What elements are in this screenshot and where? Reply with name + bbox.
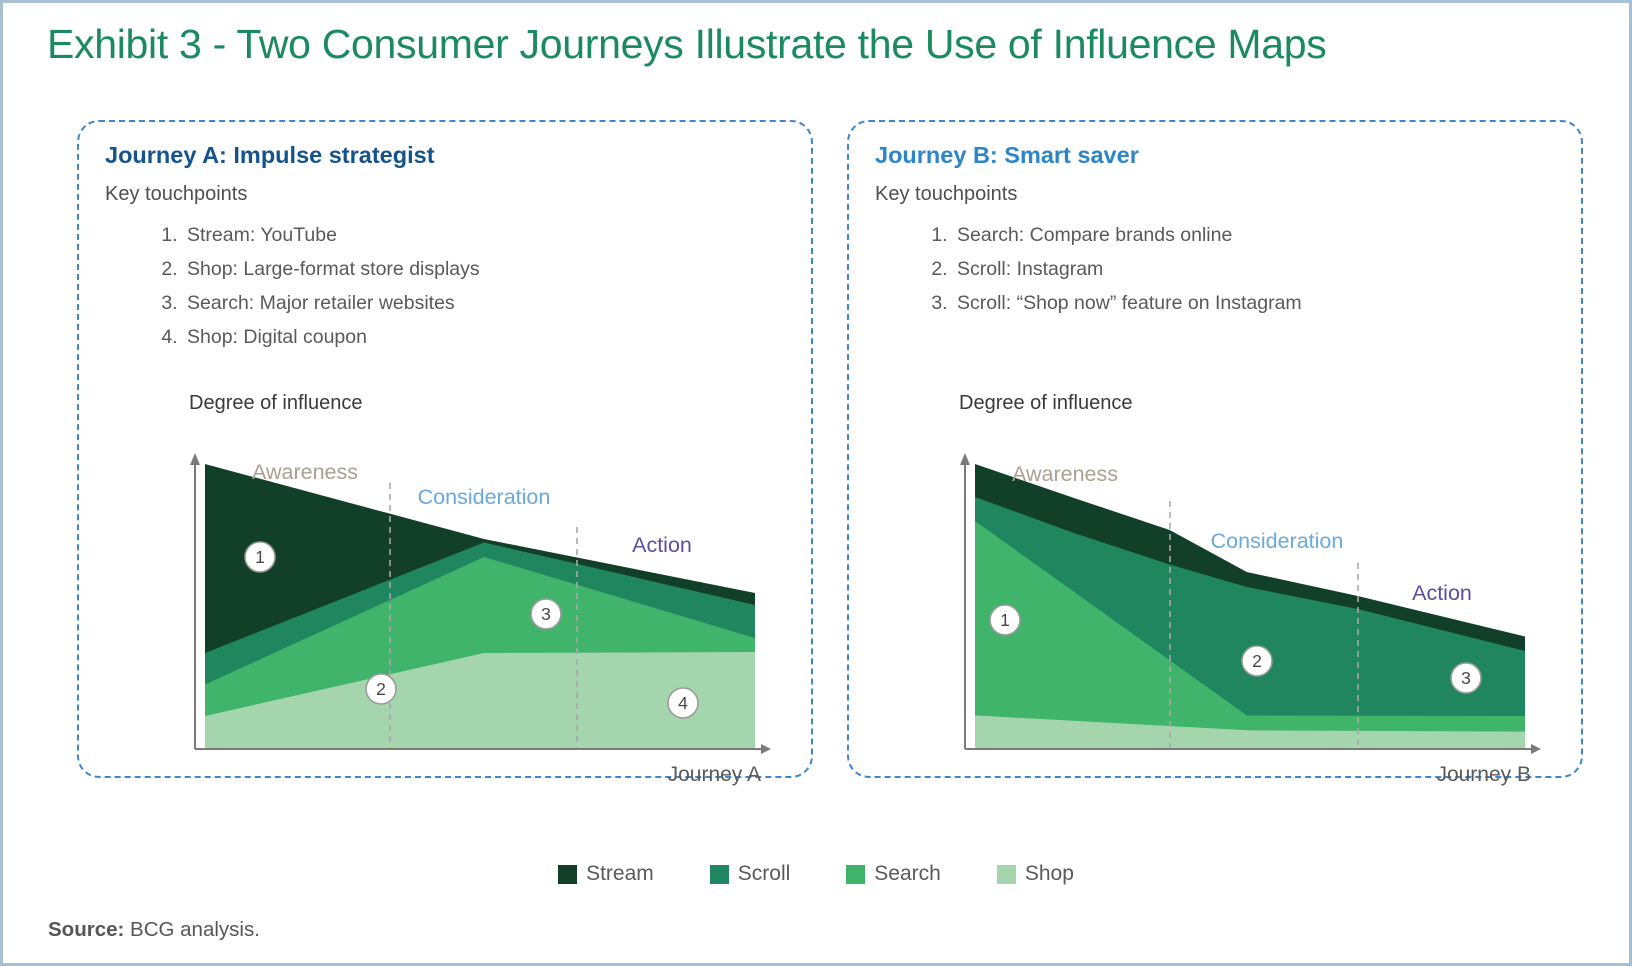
panel-a-head: Journey A: Impulse strategist Key touchp… xyxy=(105,142,785,392)
panel-b-touchpoints-label: Key touchpoints xyxy=(875,183,1018,205)
svg-text:3: 3 xyxy=(1461,668,1471,688)
legend-label: Search xyxy=(874,862,941,885)
chart-journey-a: Degree of influence Awarene xyxy=(175,392,775,786)
y-axis-arrow xyxy=(960,453,970,465)
panel-b-head: Journey B: Smart saver Key touchpoints S… xyxy=(875,142,1555,392)
touchpoint-badge-2: 2 xyxy=(365,673,397,705)
legend-swatch-search xyxy=(846,864,866,884)
phase-label-action: Action xyxy=(632,533,692,557)
x-axis-arrow xyxy=(1531,744,1541,754)
legend: Stream Scroll Search Shop xyxy=(31,862,1601,886)
panel-journey-a: Journey A: Impulse strategist Key touchp… xyxy=(77,120,813,786)
touchpoint-badge-1: 1 xyxy=(244,541,276,573)
chart-journey-b: Degree of influence Awareness Considerat… xyxy=(945,392,1545,786)
legend-label: Scroll xyxy=(737,862,791,885)
panel-a-touchpoints-list: Stream: YouTube Shop: Large-format store… xyxy=(105,218,785,354)
touchpoint-item: Search: Compare brands online xyxy=(953,218,1555,252)
touchpoint-item: Shop: Digital coupon xyxy=(183,320,785,354)
source-label: Source: xyxy=(48,918,125,941)
svg-text:3: 3 xyxy=(541,604,551,624)
panels-row: Journey A: Impulse strategist Key touchp… xyxy=(77,120,1583,786)
legend-item-shop: Shop xyxy=(996,862,1074,886)
panel-a-touchpoints-label: Key touchpoints xyxy=(105,183,248,205)
panel-b-touchpoints-list: Search: Compare brands online Scroll: In… xyxy=(875,218,1555,320)
svg-text:2: 2 xyxy=(376,679,386,699)
chart-a-y-axis-title: Degree of influence xyxy=(189,392,363,414)
y-axis-arrow xyxy=(190,453,200,465)
touchpoint-item: Search: Major retailer websites xyxy=(183,286,785,320)
area-shop xyxy=(205,652,755,748)
chart-a-svg: Awareness Consideration Action 1 2 3 xyxy=(190,453,771,786)
legend-label: Stream xyxy=(586,862,654,885)
legend-swatch-scroll xyxy=(709,864,729,884)
svg-text:1: 1 xyxy=(1000,610,1010,630)
touchpoint-item: Scroll: “Shop now” feature on Instagram xyxy=(953,286,1555,320)
legend-swatch-stream xyxy=(558,864,578,884)
touchpoint-badge-4: 4 xyxy=(667,687,699,719)
phase-label-awareness: Awareness xyxy=(252,460,358,484)
legend-item-stream: Stream xyxy=(558,862,654,886)
source-text: BCG analysis. xyxy=(130,918,260,941)
phase-label-action: Action xyxy=(1412,581,1472,605)
legend-item-search: Search xyxy=(846,862,941,886)
chart-b-x-axis-label: Journey B xyxy=(1436,763,1531,786)
svg-text:4: 4 xyxy=(678,693,688,713)
touchpoint-badge-1: 1 xyxy=(989,604,1021,636)
legend-label: Shop xyxy=(1024,862,1074,885)
area-shop xyxy=(975,715,1525,748)
page-title: Exhibit 3 - Two Consumer Journeys Illust… xyxy=(47,21,1327,67)
x-axis-arrow xyxy=(761,744,771,754)
chart-b-svg: Awareness Consideration Action 1 2 3 xyxy=(960,453,1541,786)
touchpoint-badge-3: 3 xyxy=(1450,662,1482,694)
area-search xyxy=(975,521,1525,748)
touchpoint-item: Stream: YouTube xyxy=(183,218,785,252)
panel-a-title: Journey A: Impulse strategist xyxy=(105,142,435,168)
phase-label-awareness: Awareness xyxy=(1012,462,1118,486)
source-line: Source: BCG analysis. xyxy=(48,918,1601,942)
phase-label-consideration: Consideration xyxy=(418,485,551,509)
phase-label-consideration: Consideration xyxy=(1211,529,1344,553)
touchpoint-badge-2: 2 xyxy=(1241,645,1273,677)
touchpoint-item: Shop: Large-format store displays xyxy=(183,252,785,286)
legend-item-scroll: Scroll xyxy=(709,862,791,886)
touchpoint-badge-3: 3 xyxy=(530,598,562,630)
touchpoint-item: Scroll: Instagram xyxy=(953,252,1555,286)
panel-b-title: Journey B: Smart saver xyxy=(875,142,1139,168)
chart-a-x-axis-label: Journey A xyxy=(668,763,761,786)
chart-b-y-axis-title: Degree of influence xyxy=(959,392,1133,414)
legend-swatch-shop xyxy=(996,864,1016,884)
svg-text:2: 2 xyxy=(1252,651,1262,671)
panel-journey-b: Journey B: Smart saver Key touchpoints S… xyxy=(847,120,1583,786)
svg-text:1: 1 xyxy=(255,547,265,567)
